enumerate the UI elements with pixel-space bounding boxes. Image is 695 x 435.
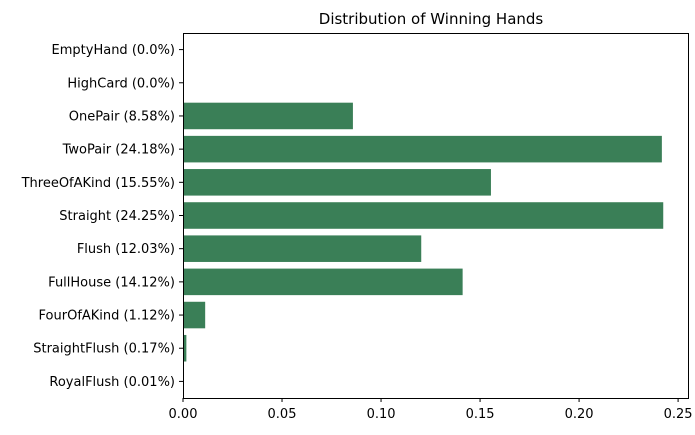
plot-area-frame bbox=[183, 33, 689, 399]
bar bbox=[183, 235, 422, 262]
y-tick-label: RoyalFlush (0.01%) bbox=[49, 375, 175, 390]
y-tick-label: StraightFlush (0.17%) bbox=[33, 342, 175, 357]
y-tick-label: OnePair (8.58%) bbox=[69, 109, 175, 124]
x-axis-ticks: 0.00 0.05 0.10 0.15 0.20 0.25 bbox=[169, 398, 693, 422]
y-tick-label: TwoPair (24.18%) bbox=[62, 143, 175, 158]
y-tick-label: FourOfAKind (1.12%) bbox=[39, 309, 175, 324]
y-tick-label: HighCard (0.0%) bbox=[67, 76, 175, 91]
bar bbox=[183, 202, 664, 229]
y-tick-label: Flush (12.03%) bbox=[77, 242, 175, 257]
x-tick-label: 0.20 bbox=[565, 407, 594, 422]
bar bbox=[183, 169, 491, 196]
bar bbox=[183, 102, 353, 130]
x-tick-label: 0.10 bbox=[367, 407, 396, 422]
y-tick-label: ThreeOfAKind (15.55%) bbox=[21, 176, 175, 191]
x-tick-label: 0.00 bbox=[169, 407, 198, 422]
y-tick-label: FullHouse (14.12%) bbox=[48, 275, 175, 290]
x-tick-label: 0.05 bbox=[268, 407, 297, 422]
y-tick-label: EmptyHand (0.0%) bbox=[52, 43, 175, 58]
y-tick-label: Straight (24.25%) bbox=[59, 209, 175, 224]
bars-group bbox=[183, 102, 664, 395]
bar bbox=[183, 301, 206, 329]
bar bbox=[183, 135, 662, 163]
bar bbox=[183, 334, 187, 362]
bar bbox=[183, 268, 463, 296]
x-tick-label: 0.15 bbox=[466, 407, 495, 422]
x-tick-label: 0.25 bbox=[664, 407, 693, 422]
chart-title: Distribution of Winning Hands bbox=[319, 10, 544, 28]
y-axis-ticks: EmptyHand (0.0%) HighCard (0.0%) OnePair (… bbox=[21, 43, 183, 390]
